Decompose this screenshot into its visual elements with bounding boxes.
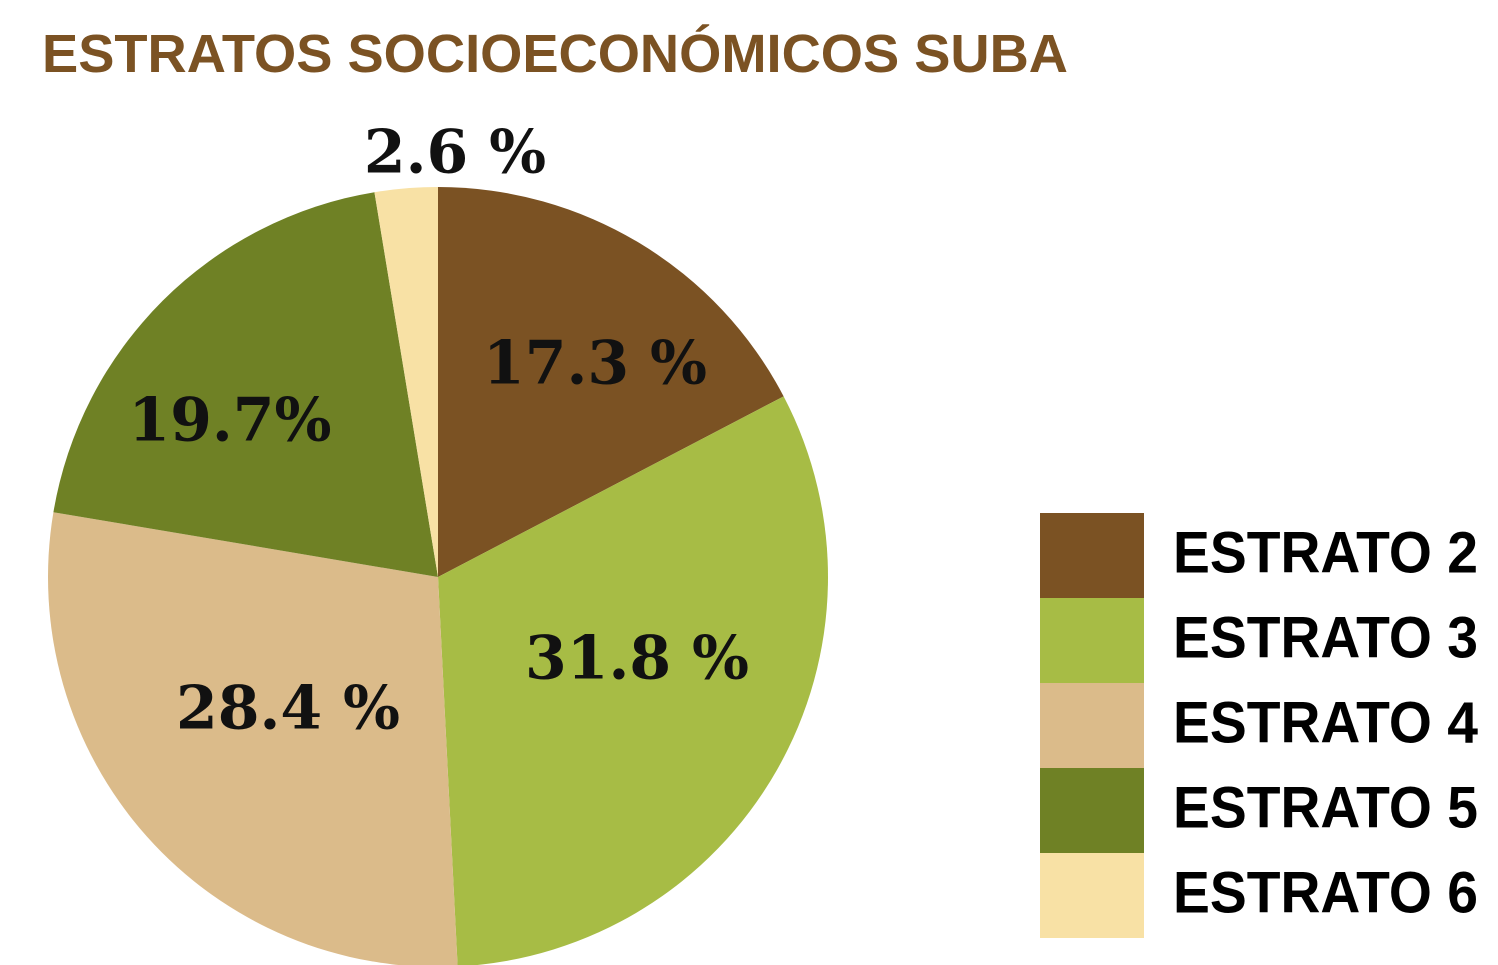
pie-slice xyxy=(438,396,828,965)
data-label: 17.3 % xyxy=(483,329,707,399)
legend-label: ESTRATO 4 xyxy=(1173,690,1478,755)
legend-swatch xyxy=(1040,598,1144,683)
legend-label: ESTRATO 3 xyxy=(1173,605,1478,670)
data-label: 31.8 % xyxy=(525,624,749,694)
legend-label: ESTRATO 6 xyxy=(1173,860,1478,925)
pie-slice xyxy=(53,192,439,578)
legend-swatch xyxy=(1040,513,1144,598)
pie-slice xyxy=(438,187,784,577)
data-label: 2.6 % xyxy=(364,118,546,188)
legend-swatch xyxy=(1040,683,1144,768)
pie-slice xyxy=(374,187,438,577)
legend-label: ESTRATO 2 xyxy=(1173,520,1478,585)
data-label: 19.7% xyxy=(128,386,331,456)
legend-swatch xyxy=(1040,768,1144,853)
legend-label: ESTRATO 5 xyxy=(1173,775,1478,840)
data-label: 28.4 % xyxy=(176,674,400,744)
legend-swatch xyxy=(1040,853,1144,938)
chart-title: ESTRATOS SOCIOECONÓMICOS SUBA xyxy=(42,24,1068,84)
pie-slice xyxy=(48,512,458,965)
